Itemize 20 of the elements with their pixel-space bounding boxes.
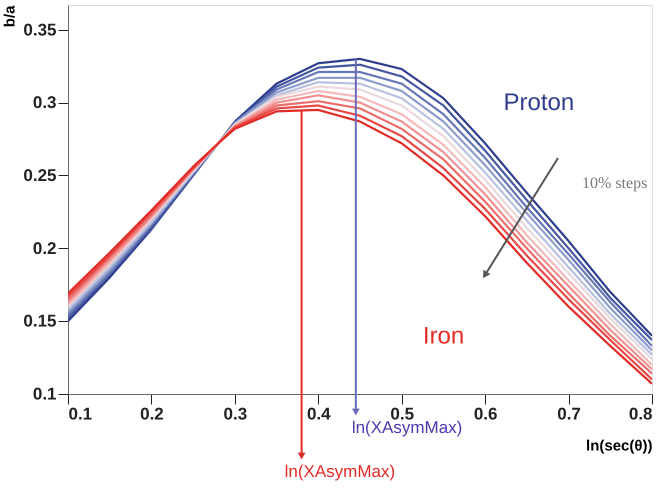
x-tick-label: 0.7	[557, 404, 581, 424]
x-tick-label: 0.3	[224, 404, 248, 424]
text: Iron	[422, 322, 464, 350]
x-tick-label: 0.8	[628, 404, 652, 424]
x-axis-title: ln(sec(θ))	[586, 438, 652, 454]
x-tick-label: 0.5	[390, 404, 414, 424]
series-label: Proton	[504, 88, 574, 116]
y-axis-title: b/a	[2, 4, 18, 28]
x-tick-label: 0.6	[474, 404, 498, 424]
y-tick-label: 0.25	[23, 166, 56, 185]
annotation: ln(XAsymMax)	[284, 462, 396, 481]
y-tick-label: 0.1	[32, 384, 56, 404]
y-tick-label: 0.2	[32, 238, 56, 258]
y-tick-label: 0.15	[23, 312, 56, 331]
y-tick-label: 0.35	[23, 20, 56, 40]
x-tick-label: 0.2	[140, 404, 164, 424]
annotation: 10% steps	[582, 175, 648, 192]
x-tick-label: 0.4	[306, 404, 332, 424]
y-tick-label: 0.3	[32, 93, 56, 112]
x-tick-label: 0.1	[68, 404, 92, 424]
